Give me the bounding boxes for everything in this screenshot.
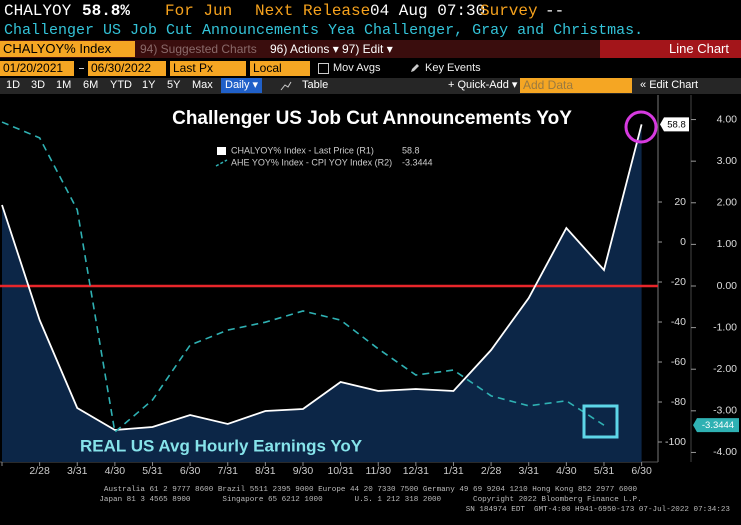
- x-tick-label: 7/31: [218, 465, 239, 477]
- survey-label: Survey: [480, 2, 538, 20]
- period: For Jun: [165, 2, 233, 20]
- area: [2, 124, 642, 463]
- next-release: 04 Aug 07:30: [370, 2, 486, 20]
- x-tick-label: 2/28: [29, 465, 50, 477]
- end-date[interactable]: 06/30/2022: [88, 61, 166, 76]
- value-tag: [660, 117, 689, 132]
- highlight-square: [582, 404, 619, 439]
- description: Challenger US Job Cut Announcements Yea …: [4, 22, 644, 39]
- x-tick-label: 10/31: [327, 465, 353, 477]
- pencil-icon: [411, 64, 419, 72]
- quick-add-button[interactable]: Quick-Add: [448, 78, 517, 93]
- legend-label: AHE YOY% Index - CPI YOY Index (R2): [231, 157, 392, 167]
- last-value: 58.8%: [82, 2, 131, 20]
- value-tag-label: 58.8: [667, 119, 686, 130]
- period-button[interactable]: 6M: [83, 79, 99, 91]
- actions-button[interactable]: 96) Actions: [270, 41, 339, 57]
- y-tick-label: -40: [671, 316, 686, 328]
- table-button[interactable]: Table: [302, 79, 329, 91]
- next-release-label: Next Release: [255, 2, 371, 20]
- edit-button[interactable]: 97) Edit: [342, 41, 393, 57]
- period-button[interactable]: 1D: [6, 79, 21, 91]
- view-bar: [600, 40, 741, 58]
- y-tick-label: -60: [671, 356, 686, 368]
- value-tag-label: -3.3444: [702, 420, 734, 431]
- y-tick-label: -80: [671, 396, 686, 408]
- y2-tick-label: 3.00: [717, 155, 738, 167]
- period-button[interactable]: YTD: [110, 79, 132, 91]
- frequency-select[interactable]: Daily: [221, 78, 263, 93]
- y-tick-label: -20: [671, 276, 686, 288]
- footer-line: SN 184974 EDT GMT-4:00 H941-6950-173 07-…: [465, 506, 730, 514]
- legend-value: 58.8: [402, 145, 420, 155]
- footer-line: Japan 81 3 4565 8900 Singapore 65 6212 1…: [99, 496, 642, 504]
- view-title: Line Chart: [669, 41, 729, 56]
- period-button[interactable]: 1M: [56, 79, 72, 91]
- ticker: CHALYOY: [4, 2, 72, 20]
- highlight-circle: [624, 110, 658, 144]
- y2-tick-label: 2.00: [717, 197, 738, 209]
- add-data-field[interactable]: Add Data: [520, 78, 632, 93]
- x-tick-label: 12/31: [403, 465, 429, 477]
- security-field[interactable]: CHALYOY% Index: [0, 41, 135, 57]
- y2-tick-label: 4.00: [717, 113, 738, 125]
- x-tick-label: 1/31: [443, 465, 464, 477]
- period-button[interactable]: 5Y: [167, 79, 181, 91]
- field-select[interactable]: Last Px: [170, 61, 246, 76]
- x-tick-label: 6/30: [631, 465, 652, 477]
- mov-avgs-label: Mov Avgs: [333, 62, 381, 74]
- controls-row: 01/20/2021 06/30/2022 Last Px Local CCY …: [0, 60, 741, 90]
- date-separator: [79, 68, 84, 69]
- periods-row: 1D 3D 1M 6M YTD 1Y 5Y Max Daily Table Quick-Add…: [0, 78, 741, 94]
- mov-avgs-checkbox[interactable]: [318, 63, 329, 74]
- series-line: [1, 124, 643, 431]
- start-date[interactable]: 01/20/2021: [0, 61, 74, 76]
- legend-value: -3.3444: [402, 157, 433, 167]
- x-tick-label: 5/31: [142, 465, 163, 477]
- x-tick-label: 4/30: [105, 465, 126, 477]
- x-tick-label: 9/30: [293, 465, 314, 477]
- x-tick-label: 6/30: [180, 465, 201, 477]
- y-tick-label: -100: [665, 436, 686, 448]
- legend-box: [212, 143, 444, 171]
- y2-tick-label: -2.00: [713, 363, 737, 375]
- legend-swatch: [215, 159, 228, 167]
- y2-tick-label: 0.00: [717, 280, 738, 292]
- chart-title: Challenger US Job Cut Announcements YoY: [172, 108, 572, 129]
- y2-tick-label: 1.00: [717, 238, 738, 250]
- x-tick-label: 5/31: [594, 465, 615, 477]
- legend-label: CHALYOY% Index - Last Price (R1): [231, 145, 374, 155]
- footer-line: Australia 61 2 9777 8600 Brazil 5511 239…: [103, 486, 638, 494]
- period-button[interactable]: Max: [192, 79, 213, 91]
- edit-chart-button[interactable]: Edit Chart: [640, 78, 698, 93]
- y-tick-label: 0: [680, 236, 686, 248]
- y2-tick-label: -1.00: [713, 321, 737, 333]
- y2-tick-label: -3.00: [713, 405, 737, 417]
- period-button[interactable]: 1Y: [142, 79, 156, 91]
- x-tick-label: 3/31: [519, 465, 540, 477]
- chart: 20 0 -20 -40 -60 -80 -100 4.00 3.00 2.00 1.00 0.00 -…: [0, 95, 739, 477]
- x-tick-label: 11/30: [365, 465, 391, 477]
- suggested-charts-button[interactable]: 94) Suggested Charts: [140, 42, 257, 56]
- currency-select[interactable]: Local CCY: [250, 61, 310, 90]
- legend-swatch: [217, 147, 226, 155]
- y2-tick-label: -4.00: [713, 446, 737, 458]
- x-tick-label: 2/28: [481, 465, 502, 477]
- key-events-label[interactable]: Key Events: [425, 62, 481, 74]
- chart-icon: [280, 81, 292, 91]
- toolbar: CHALYOY% Index 94) Suggested Charts 96) …: [0, 40, 741, 58]
- series-line: [1, 121, 605, 434]
- x-tick-label: 8/31: [255, 465, 276, 477]
- x-tick-label: 4/30: [556, 465, 577, 477]
- annotation: REAL US Avg Hourly Earnings YoY: [80, 436, 363, 455]
- value-tag: [693, 418, 739, 433]
- survey: --: [545, 2, 565, 20]
- y-tick-label: 20: [674, 196, 686, 208]
- x-tick-label: 3/31: [67, 465, 88, 477]
- period-button[interactable]: 3D: [31, 79, 46, 91]
